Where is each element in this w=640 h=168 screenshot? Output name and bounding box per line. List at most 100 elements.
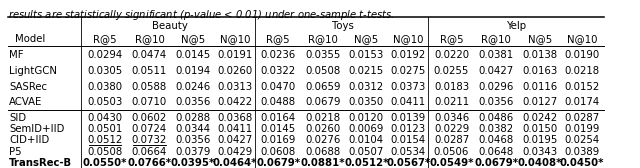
Text: 0.0356: 0.0356 <box>175 135 211 145</box>
Text: P5: P5 <box>9 147 22 157</box>
Text: 0.0116: 0.0116 <box>522 82 557 92</box>
Text: N@10: N@10 <box>220 34 250 44</box>
Text: 0.0411: 0.0411 <box>391 97 426 108</box>
Text: 0.0346: 0.0346 <box>434 113 469 123</box>
Text: R@10: R@10 <box>308 34 338 44</box>
Text: SemID+IID: SemID+IID <box>9 124 65 134</box>
Text: 0.0355: 0.0355 <box>305 50 340 60</box>
Text: 0.0350: 0.0350 <box>349 97 384 108</box>
Text: 0.0183: 0.0183 <box>434 82 469 92</box>
Text: 0.0356: 0.0356 <box>175 97 211 108</box>
Text: N@5: N@5 <box>528 34 552 44</box>
Text: 0.0648: 0.0648 <box>479 147 514 157</box>
Text: 0.0313: 0.0313 <box>218 82 252 92</box>
Text: 0.0422: 0.0422 <box>218 97 252 108</box>
Text: 0.0322: 0.0322 <box>260 66 296 76</box>
Text: 0.0506: 0.0506 <box>434 147 469 157</box>
Text: 0.0275: 0.0275 <box>390 66 426 76</box>
Text: 0.0229: 0.0229 <box>434 124 469 134</box>
Text: N@5: N@5 <box>355 34 378 44</box>
Text: 0.0470: 0.0470 <box>260 82 296 92</box>
Text: 0.0069: 0.0069 <box>349 124 384 134</box>
Text: 0.0679: 0.0679 <box>305 97 340 108</box>
Text: 0.0724: 0.0724 <box>132 124 167 134</box>
Text: 0.0395*: 0.0395* <box>171 158 215 168</box>
Text: 0.0138: 0.0138 <box>522 50 557 60</box>
Text: 0.0550*: 0.0550* <box>83 158 127 168</box>
Text: 0.0296: 0.0296 <box>479 82 514 92</box>
Text: 0.0164: 0.0164 <box>260 113 296 123</box>
Text: R@10: R@10 <box>134 34 164 44</box>
Text: 0.0389: 0.0389 <box>564 147 600 157</box>
Text: R@5: R@5 <box>440 34 463 44</box>
Text: 0.0343: 0.0343 <box>522 147 557 157</box>
Text: N@10: N@10 <box>393 34 424 44</box>
Text: 0.0659: 0.0659 <box>305 82 340 92</box>
Text: 0.0356: 0.0356 <box>479 97 514 108</box>
Text: 0.0254: 0.0254 <box>564 135 600 145</box>
Text: 0.0276: 0.0276 <box>305 135 340 145</box>
Text: 0.0567*: 0.0567* <box>386 158 431 168</box>
Text: 0.0608: 0.0608 <box>260 147 296 157</box>
Text: 0.0488: 0.0488 <box>260 97 296 108</box>
Text: 0.0511: 0.0511 <box>132 66 167 76</box>
Text: 0.0664: 0.0664 <box>132 147 167 157</box>
Text: 0.0191: 0.0191 <box>217 50 253 60</box>
Text: 0.0710: 0.0710 <box>132 97 167 108</box>
Text: 0.0450*: 0.0450* <box>559 158 604 168</box>
Text: 0.0192: 0.0192 <box>390 50 426 60</box>
Text: Yelp: Yelp <box>507 21 527 31</box>
Text: 0.0512: 0.0512 <box>87 135 122 145</box>
Text: 0.0602: 0.0602 <box>132 113 167 123</box>
Text: 0.0382: 0.0382 <box>479 124 514 134</box>
Text: 0.0512*: 0.0512* <box>344 158 388 168</box>
Text: 0.0195: 0.0195 <box>522 135 557 145</box>
Text: 0.0501: 0.0501 <box>87 124 122 134</box>
Text: 0.0287: 0.0287 <box>564 113 600 123</box>
Text: 0.0427: 0.0427 <box>217 135 253 145</box>
Text: SASRec: SASRec <box>9 82 47 92</box>
Text: 0.0486: 0.0486 <box>479 113 514 123</box>
Text: 0.0429: 0.0429 <box>217 147 253 157</box>
Text: 0.0549*: 0.0549* <box>429 158 474 168</box>
Text: R@10: R@10 <box>481 34 511 44</box>
Text: 0.0145: 0.0145 <box>260 124 296 134</box>
Text: 0.0287: 0.0287 <box>434 135 469 145</box>
Text: Model: Model <box>15 34 45 44</box>
Text: TransRec-B: TransRec-B <box>9 158 72 168</box>
Text: 0.0508: 0.0508 <box>305 66 340 76</box>
Text: 0.0199: 0.0199 <box>564 124 600 134</box>
Text: R@5: R@5 <box>266 34 290 44</box>
Text: 0.0294: 0.0294 <box>87 50 122 60</box>
Text: 0.0104: 0.0104 <box>349 135 384 145</box>
Text: 0.0288: 0.0288 <box>175 113 211 123</box>
Text: LightGCN: LightGCN <box>9 66 57 76</box>
Text: 0.0163: 0.0163 <box>522 66 557 76</box>
Text: 0.0468: 0.0468 <box>479 135 514 145</box>
Text: 0.0679*: 0.0679* <box>474 158 518 168</box>
Text: 0.0380: 0.0380 <box>87 82 122 92</box>
Text: 0.0127: 0.0127 <box>522 97 557 108</box>
Text: 0.0588: 0.0588 <box>132 82 167 92</box>
Text: ACVAE: ACVAE <box>9 97 42 108</box>
Text: 0.0427: 0.0427 <box>479 66 514 76</box>
Text: R@5: R@5 <box>93 34 116 44</box>
Text: 0.0688: 0.0688 <box>305 147 340 157</box>
Text: 0.0260: 0.0260 <box>305 124 340 134</box>
Text: 0.0381: 0.0381 <box>479 50 514 60</box>
Text: 0.0411: 0.0411 <box>218 124 252 134</box>
Text: results are statistically significant ($p$-value < 0.01) under one-sample t-test: results are statistically significant ($… <box>8 8 394 22</box>
Text: 0.0153: 0.0153 <box>349 50 384 60</box>
Text: 0.0174: 0.0174 <box>564 97 600 108</box>
Text: 0.0508: 0.0508 <box>87 147 122 157</box>
Text: 0.0211: 0.0211 <box>434 97 469 108</box>
Text: 0.0215: 0.0215 <box>349 66 384 76</box>
Text: 0.0312: 0.0312 <box>349 82 384 92</box>
Text: CID+IID: CID+IID <box>9 135 49 145</box>
Text: 0.0507: 0.0507 <box>349 147 384 157</box>
Text: 0.0218: 0.0218 <box>564 66 599 76</box>
Text: 0.0145: 0.0145 <box>175 50 211 60</box>
Text: 0.0246: 0.0246 <box>175 82 211 92</box>
Text: 0.0305: 0.0305 <box>87 66 122 76</box>
Text: 0.0368: 0.0368 <box>217 113 253 123</box>
